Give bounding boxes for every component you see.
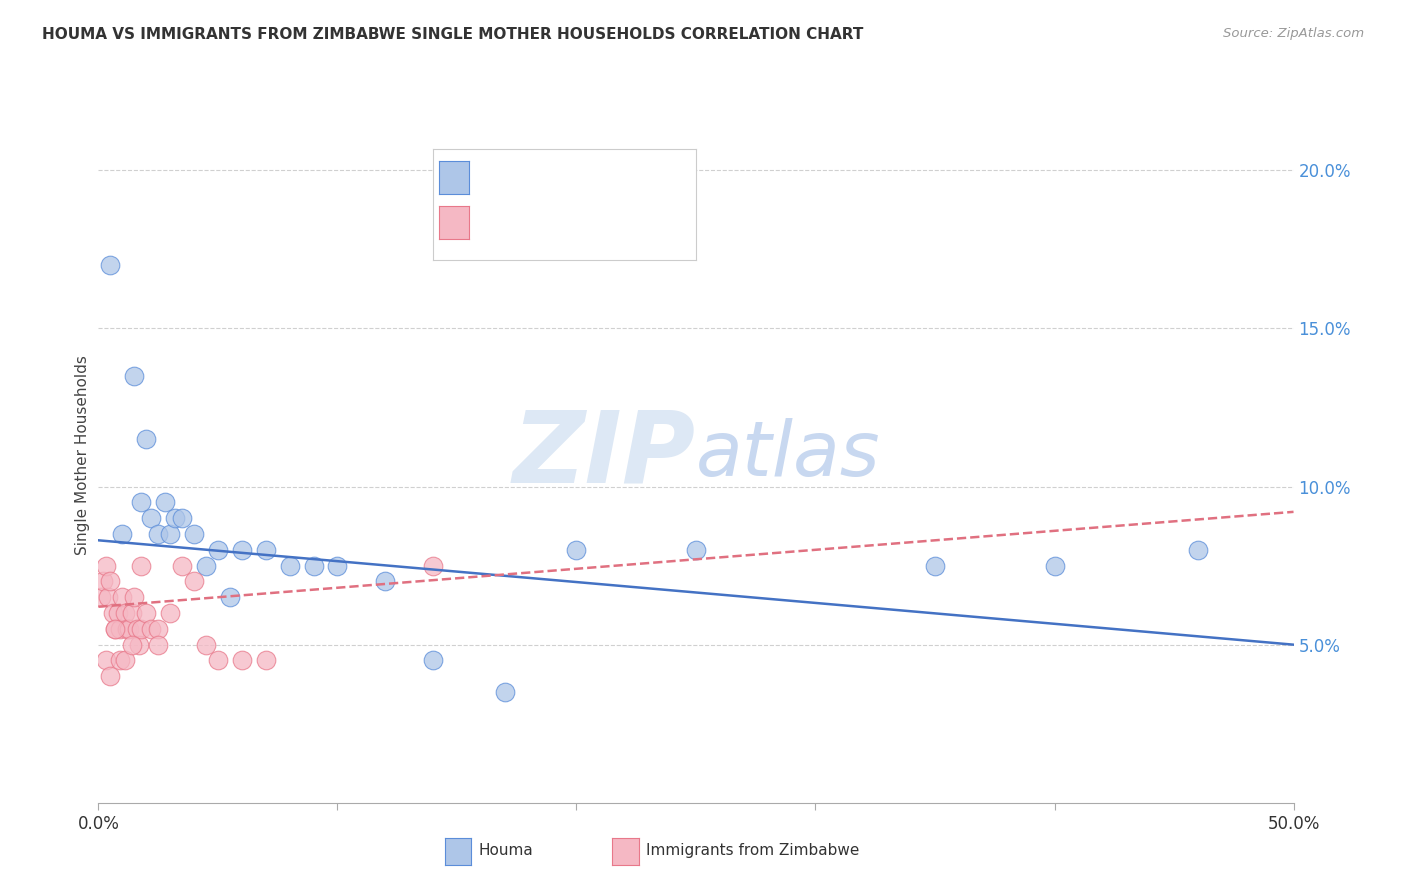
Point	[163, 511, 186, 525]
Point	[326, 558, 349, 573]
Point	[94, 653, 117, 667]
Point	[159, 527, 181, 541]
Point	[128, 638, 150, 652]
Text: N = 37: N = 37	[619, 217, 675, 232]
Point	[97, 591, 120, 605]
Point	[108, 622, 131, 636]
Point	[183, 527, 205, 541]
Point	[231, 653, 253, 667]
Text: HOUMA VS IMMIGRANTS FROM ZIMBABWE SINGLE MOTHER HOUSEHOLDS CORRELATION CHART: HOUMA VS IMMIGRANTS FROM ZIMBABWE SINGLE…	[42, 27, 863, 42]
Point	[374, 574, 396, 589]
Point	[98, 574, 122, 589]
Point	[98, 258, 122, 272]
Point	[90, 591, 112, 605]
Point	[114, 653, 136, 667]
Point	[135, 606, 157, 620]
Point	[131, 622, 153, 636]
Point	[94, 558, 117, 573]
Point	[111, 591, 134, 605]
Point	[685, 542, 707, 557]
Point	[195, 558, 218, 573]
Point	[254, 653, 277, 667]
Point	[125, 622, 148, 636]
Point	[131, 495, 153, 509]
Point	[159, 606, 181, 620]
Text: N = 28: N = 28	[619, 170, 676, 186]
Point	[422, 653, 444, 667]
Point	[278, 558, 301, 573]
Point	[108, 653, 131, 667]
Y-axis label: Single Mother Households: Single Mother Households	[75, 355, 90, 555]
Point	[101, 606, 124, 620]
Text: Houma: Houma	[478, 843, 533, 857]
Point	[107, 606, 129, 620]
Point	[111, 527, 134, 541]
Point	[115, 622, 138, 636]
Point	[139, 622, 162, 636]
Text: R = -0.194: R = -0.194	[478, 170, 569, 186]
Point	[172, 511, 194, 525]
Point	[302, 558, 325, 573]
Point	[114, 606, 136, 620]
Point	[124, 591, 146, 605]
Point	[118, 622, 141, 636]
Point	[422, 558, 444, 573]
Point	[98, 669, 122, 683]
Point	[139, 511, 162, 525]
Point	[148, 622, 170, 636]
Point	[254, 542, 277, 557]
Point	[231, 542, 253, 557]
Point	[148, 638, 170, 652]
Point	[1043, 558, 1066, 573]
Point	[148, 527, 170, 541]
Point	[155, 495, 177, 509]
Point	[1187, 542, 1209, 557]
Text: Immigrants from Zimbabwe: Immigrants from Zimbabwe	[645, 843, 859, 857]
Point	[924, 558, 946, 573]
Point	[124, 368, 146, 383]
Point	[104, 622, 127, 636]
Point	[207, 542, 229, 557]
Point	[183, 574, 205, 589]
Point	[91, 574, 114, 589]
Point	[121, 638, 143, 652]
Point	[121, 606, 143, 620]
Point	[494, 685, 516, 699]
Point	[172, 558, 194, 573]
Text: ZIP: ZIP	[513, 407, 696, 503]
Point	[195, 638, 218, 652]
Point	[135, 432, 157, 446]
Point	[565, 542, 588, 557]
Point	[131, 558, 153, 573]
Text: atlas: atlas	[696, 418, 880, 491]
Text: Source: ZipAtlas.com: Source: ZipAtlas.com	[1223, 27, 1364, 40]
Point	[104, 622, 127, 636]
Point	[219, 591, 242, 605]
Text: R =  0.073: R = 0.073	[478, 217, 569, 232]
Point	[207, 653, 229, 667]
